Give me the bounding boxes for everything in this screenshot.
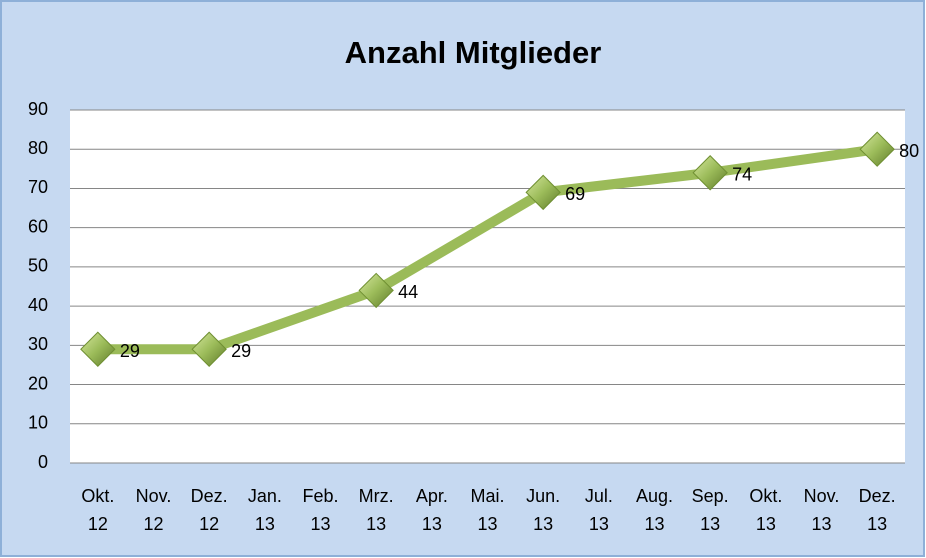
- data-label: 44: [398, 282, 418, 302]
- x-tick-label: Apr. 13: [415, 486, 448, 534]
- x-tick-label: Okt. 12: [81, 486, 115, 534]
- data-line: [97, 144, 878, 355]
- data-marker: [525, 174, 561, 211]
- data-marker: [191, 331, 227, 367]
- x-tick-label: Jul. 13: [584, 486, 613, 534]
- chart-title: Anzahl Mitglieder: [345, 35, 602, 70]
- y-tick-label: 80: [28, 138, 48, 158]
- data-label: 69: [565, 184, 585, 204]
- y-tick-label: 60: [28, 216, 48, 236]
- x-tick-label: Dez. 12: [190, 486, 228, 534]
- y-tick-label: 20: [28, 373, 48, 393]
- y-tick-label: 40: [28, 295, 48, 315]
- x-tick-label: Sep. 13: [691, 486, 729, 534]
- data-marker: [859, 131, 895, 167]
- x-tick-label: Nov. 13: [803, 486, 840, 534]
- y-tick-label: 90: [28, 99, 48, 119]
- x-tick-label: Mrz. 13: [358, 486, 394, 534]
- data-label: 29: [120, 341, 140, 361]
- data-marker: [692, 155, 728, 191]
- data-marker: [80, 331, 116, 367]
- x-tick-label: Nov. 12: [135, 486, 172, 534]
- y-tick-label: 10: [28, 413, 48, 433]
- x-tick-label: Jan. 13: [247, 486, 282, 534]
- y-tick-label: 30: [28, 334, 48, 354]
- data-label: 29: [231, 341, 251, 361]
- x-tick-label: Feb. 13: [302, 486, 339, 534]
- data-label: 80: [899, 141, 919, 161]
- x-tick-label: Dez. 13: [858, 486, 896, 534]
- data-label: 74: [732, 165, 752, 185]
- x-tick-label: Jun. 13: [526, 486, 561, 534]
- x-tick-label: Aug. 13: [635, 486, 673, 534]
- y-tick-label: 50: [28, 256, 48, 276]
- x-tick-label: Mai. 13: [470, 486, 505, 534]
- y-tick-label: 70: [28, 177, 48, 197]
- x-tick-label: Okt. 13: [749, 486, 783, 534]
- data-marker: [358, 272, 394, 309]
- y-tick-label: 0: [38, 452, 48, 472]
